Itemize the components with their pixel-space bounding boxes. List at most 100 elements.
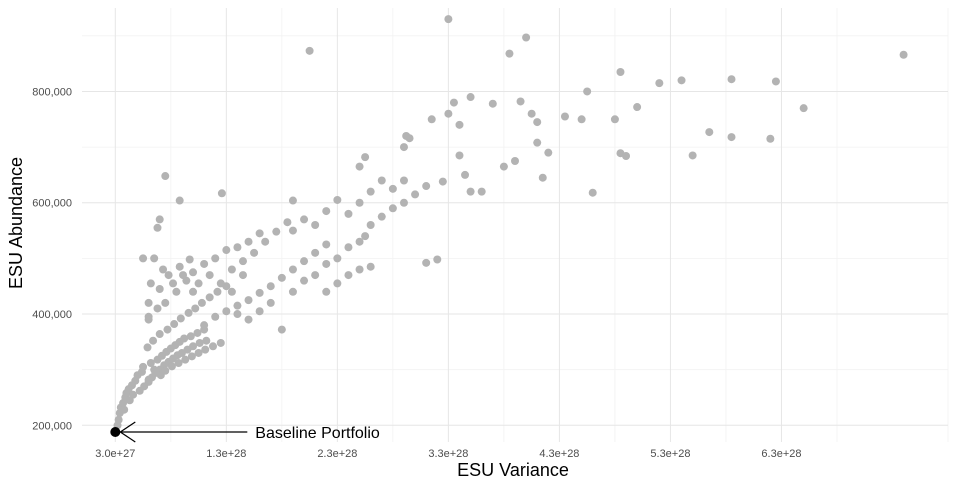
data-point [184, 308, 193, 317]
data-point [120, 405, 129, 414]
data-point [616, 67, 625, 76]
data-point [153, 223, 162, 232]
data-point [272, 227, 281, 236]
data-point [422, 182, 431, 191]
data-point [238, 271, 247, 280]
data-point [213, 287, 222, 296]
data-point [388, 204, 397, 213]
data-point [211, 254, 220, 263]
y-axis-ticks: 200,000 400,000 600,000 800,000 [32, 86, 72, 432]
data-point [255, 229, 264, 238]
data-point [216, 279, 225, 288]
data-point [180, 334, 189, 343]
data-point [449, 98, 458, 107]
data-point [305, 46, 314, 55]
data-point [211, 312, 220, 321]
data-point [583, 87, 592, 96]
data-point [222, 246, 231, 255]
data-point [159, 265, 168, 274]
data-point [466, 93, 475, 102]
data-point [244, 315, 253, 324]
data-point [174, 358, 183, 367]
baseline-portfolio-annotation: Baseline Portfolio [110, 421, 380, 443]
data-point [577, 115, 586, 124]
grid-lines [82, 8, 949, 442]
data-point [377, 176, 386, 185]
baseline-portfolio-point [110, 426, 121, 437]
data-point [189, 287, 198, 296]
x-tick-label: 3.3e+28 [428, 448, 468, 460]
data-point [255, 307, 264, 316]
data-point [333, 195, 342, 204]
data-point [355, 265, 364, 274]
data-point [622, 152, 631, 161]
data-point [255, 288, 264, 297]
data-point [202, 336, 211, 345]
data-point [527, 109, 536, 118]
data-point [344, 209, 353, 218]
data-point [544, 148, 553, 157]
data-point [433, 255, 442, 264]
data-point [194, 348, 203, 357]
data-point [322, 240, 331, 249]
data-point [169, 279, 178, 288]
data-point [422, 258, 431, 267]
data-point [181, 355, 190, 364]
data-point [366, 262, 375, 271]
data-point [200, 321, 209, 330]
data-point [222, 307, 231, 316]
data-point [200, 259, 209, 268]
data-point [727, 133, 736, 142]
data-point [193, 328, 202, 337]
data-point [355, 198, 364, 207]
data-point [114, 415, 123, 424]
x-tick-label: 3.0e+27 [95, 448, 135, 460]
data-point [388, 184, 397, 193]
data-point [143, 343, 152, 352]
data-point [355, 237, 364, 246]
data-point [195, 338, 204, 347]
data-point [150, 365, 159, 374]
data-point [186, 332, 195, 341]
y-tick-label: 400,000 [32, 309, 72, 321]
data-point [488, 99, 497, 108]
data-point [150, 254, 159, 263]
data-point [366, 221, 375, 229]
data-point [244, 296, 253, 305]
data-point [161, 366, 170, 375]
data-point [233, 243, 242, 252]
data-point [163, 325, 172, 334]
data-point [216, 338, 225, 347]
x-axis-title: ESU Variance [457, 460, 569, 480]
data-point [233, 301, 242, 310]
data-point [333, 254, 342, 263]
data-point [588, 188, 597, 197]
data-point [129, 390, 138, 399]
data-point [311, 221, 320, 229]
data-point [533, 118, 542, 127]
data-point [300, 257, 309, 266]
data-point [322, 259, 331, 268]
data-points [113, 15, 908, 430]
data-point [167, 362, 176, 371]
data-point [155, 330, 164, 339]
y-tick-label: 800,000 [32, 86, 72, 98]
data-point [227, 287, 236, 296]
data-point [455, 151, 464, 160]
data-point [209, 342, 218, 351]
data-point [277, 273, 286, 282]
data-point [277, 325, 286, 334]
x-tick-label: 2.3e+28 [317, 448, 357, 460]
data-point [344, 243, 353, 252]
data-point [170, 320, 179, 329]
data-point [766, 134, 775, 143]
data-point [477, 187, 486, 196]
data-point [899, 50, 908, 59]
data-point [155, 215, 164, 224]
data-point [227, 265, 236, 274]
data-point [361, 153, 370, 162]
data-point [538, 173, 547, 182]
data-point [333, 279, 342, 288]
data-point [466, 187, 475, 196]
data-point [233, 310, 242, 319]
